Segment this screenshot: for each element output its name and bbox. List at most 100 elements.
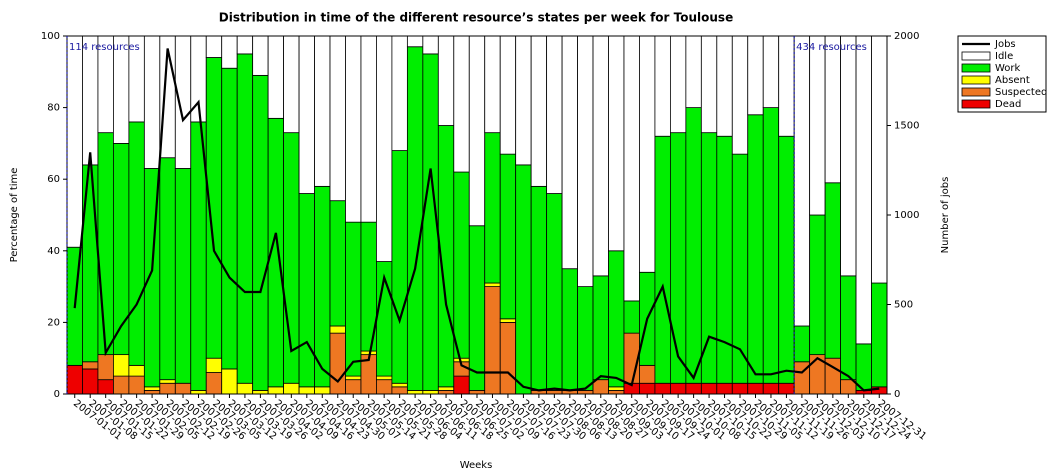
bar-segment: [700, 382, 718, 395]
bar-segment: [82, 361, 99, 370]
bar-segment: [252, 35, 269, 76]
bar-segment: [376, 379, 393, 395]
bar-segment: [97, 379, 114, 395]
bar-segment: [113, 354, 130, 377]
bar-segment: [406, 46, 424, 391]
bar-segment: [639, 35, 656, 273]
bar-segment: [82, 368, 99, 395]
bar-segment: [669, 35, 687, 134]
bar-segment: [298, 35, 315, 194]
bar-segment: [871, 35, 888, 284]
bar-segment: [329, 200, 346, 327]
legend-label: Absent: [995, 75, 1030, 86]
bar-segment: [190, 390, 207, 395]
bar-segment: [623, 35, 640, 302]
legend-label: Jobs: [994, 39, 1016, 50]
bar-segment: [66, 35, 83, 248]
annotation: 114 resources: [69, 42, 140, 53]
bar-segment: [824, 35, 841, 184]
bar-segment: [298, 193, 315, 388]
bar-segment: [205, 372, 223, 395]
bar-segment: [345, 379, 362, 395]
bar-segment: [66, 364, 83, 395]
bar-segment: [669, 382, 687, 395]
y2-tick-label: 1500: [894, 121, 919, 132]
bar-segment: [685, 35, 702, 108]
y2-tick-label: 500: [894, 300, 913, 311]
bar-segment: [871, 282, 888, 388]
bar-segment: [437, 386, 455, 391]
bar-segment: [561, 35, 578, 270]
bar-segment: [453, 375, 470, 395]
bar-segment: [391, 386, 408, 395]
bar-segment: [731, 382, 749, 395]
bar-segment: [561, 268, 578, 391]
chart-title: Distribution in time of the different re…: [219, 11, 733, 25]
bar-segment: [422, 390, 439, 395]
bar-segment: [174, 35, 192, 169]
legend-swatch: [961, 75, 991, 85]
bar-segment: [252, 390, 269, 395]
annotation: 434 resources: [796, 42, 867, 53]
bar-segment: [391, 382, 408, 388]
legend-box: [957, 35, 1047, 113]
bar-segment: [685, 107, 702, 384]
bar-segment: [345, 375, 362, 381]
bar-segment: [608, 35, 625, 252]
bar-segment: [484, 35, 501, 134]
bar-segment: [546, 35, 563, 194]
bar-segment: [128, 375, 145, 395]
y2-tick-label: 2000: [894, 31, 919, 42]
legend-label: Suspected: [995, 87, 1047, 98]
bar-segment: [530, 185, 548, 391]
bar-segment: [267, 35, 285, 119]
bar-segment: [731, 35, 749, 155]
bar-segment: [546, 390, 563, 395]
bar-segment: [468, 225, 486, 391]
bar-segment: [871, 386, 888, 395]
bar-segment: [329, 35, 346, 202]
bar-segment: [515, 35, 532, 166]
bar-segment: [143, 35, 161, 169]
bar-segment: [809, 35, 826, 216]
y-axis-label: Percentage of time: [9, 168, 20, 263]
y-tick-label: 80: [47, 103, 60, 114]
bar-segment: [236, 35, 254, 55]
bar-segment: [205, 35, 223, 58]
bar-segment: [577, 286, 594, 391]
bar-segment: [406, 390, 424, 395]
bar-segment: [283, 382, 300, 395]
bar-segment: [314, 386, 331, 395]
bar-segment: [499, 153, 517, 320]
y2-axis-label: Number of jobs: [940, 177, 951, 254]
bar-segment: [468, 390, 486, 395]
y-tick-label: 20: [47, 317, 60, 328]
bar-segment: [329, 325, 346, 334]
bar-segment: [778, 135, 795, 384]
bar-segment: [143, 390, 161, 395]
bar-segment: [824, 182, 841, 359]
bar-segment: [747, 35, 764, 116]
bar-segment: [159, 379, 176, 384]
bar-segment: [174, 382, 192, 395]
bar-segment: [577, 35, 594, 288]
bar-segment: [592, 35, 609, 277]
bar-segment: [406, 35, 424, 48]
x-axis-label: Weeks: [460, 460, 493, 471]
bar-segment: [654, 382, 671, 395]
bar-segment: [143, 386, 161, 391]
legend-swatch: [961, 63, 991, 73]
bar-segment: [840, 275, 857, 381]
bar-segment: [793, 35, 811, 327]
bar-segment: [159, 157, 176, 381]
bar-segment: [298, 386, 315, 395]
y-tick-label: 40: [47, 246, 60, 257]
bar-segment: [716, 382, 733, 395]
bar-segment: [809, 214, 826, 356]
bar-segment: [608, 250, 625, 388]
bar-segment: [422, 35, 439, 55]
bar-segment: [360, 35, 377, 223]
jobs-line: [73, 48, 880, 392]
